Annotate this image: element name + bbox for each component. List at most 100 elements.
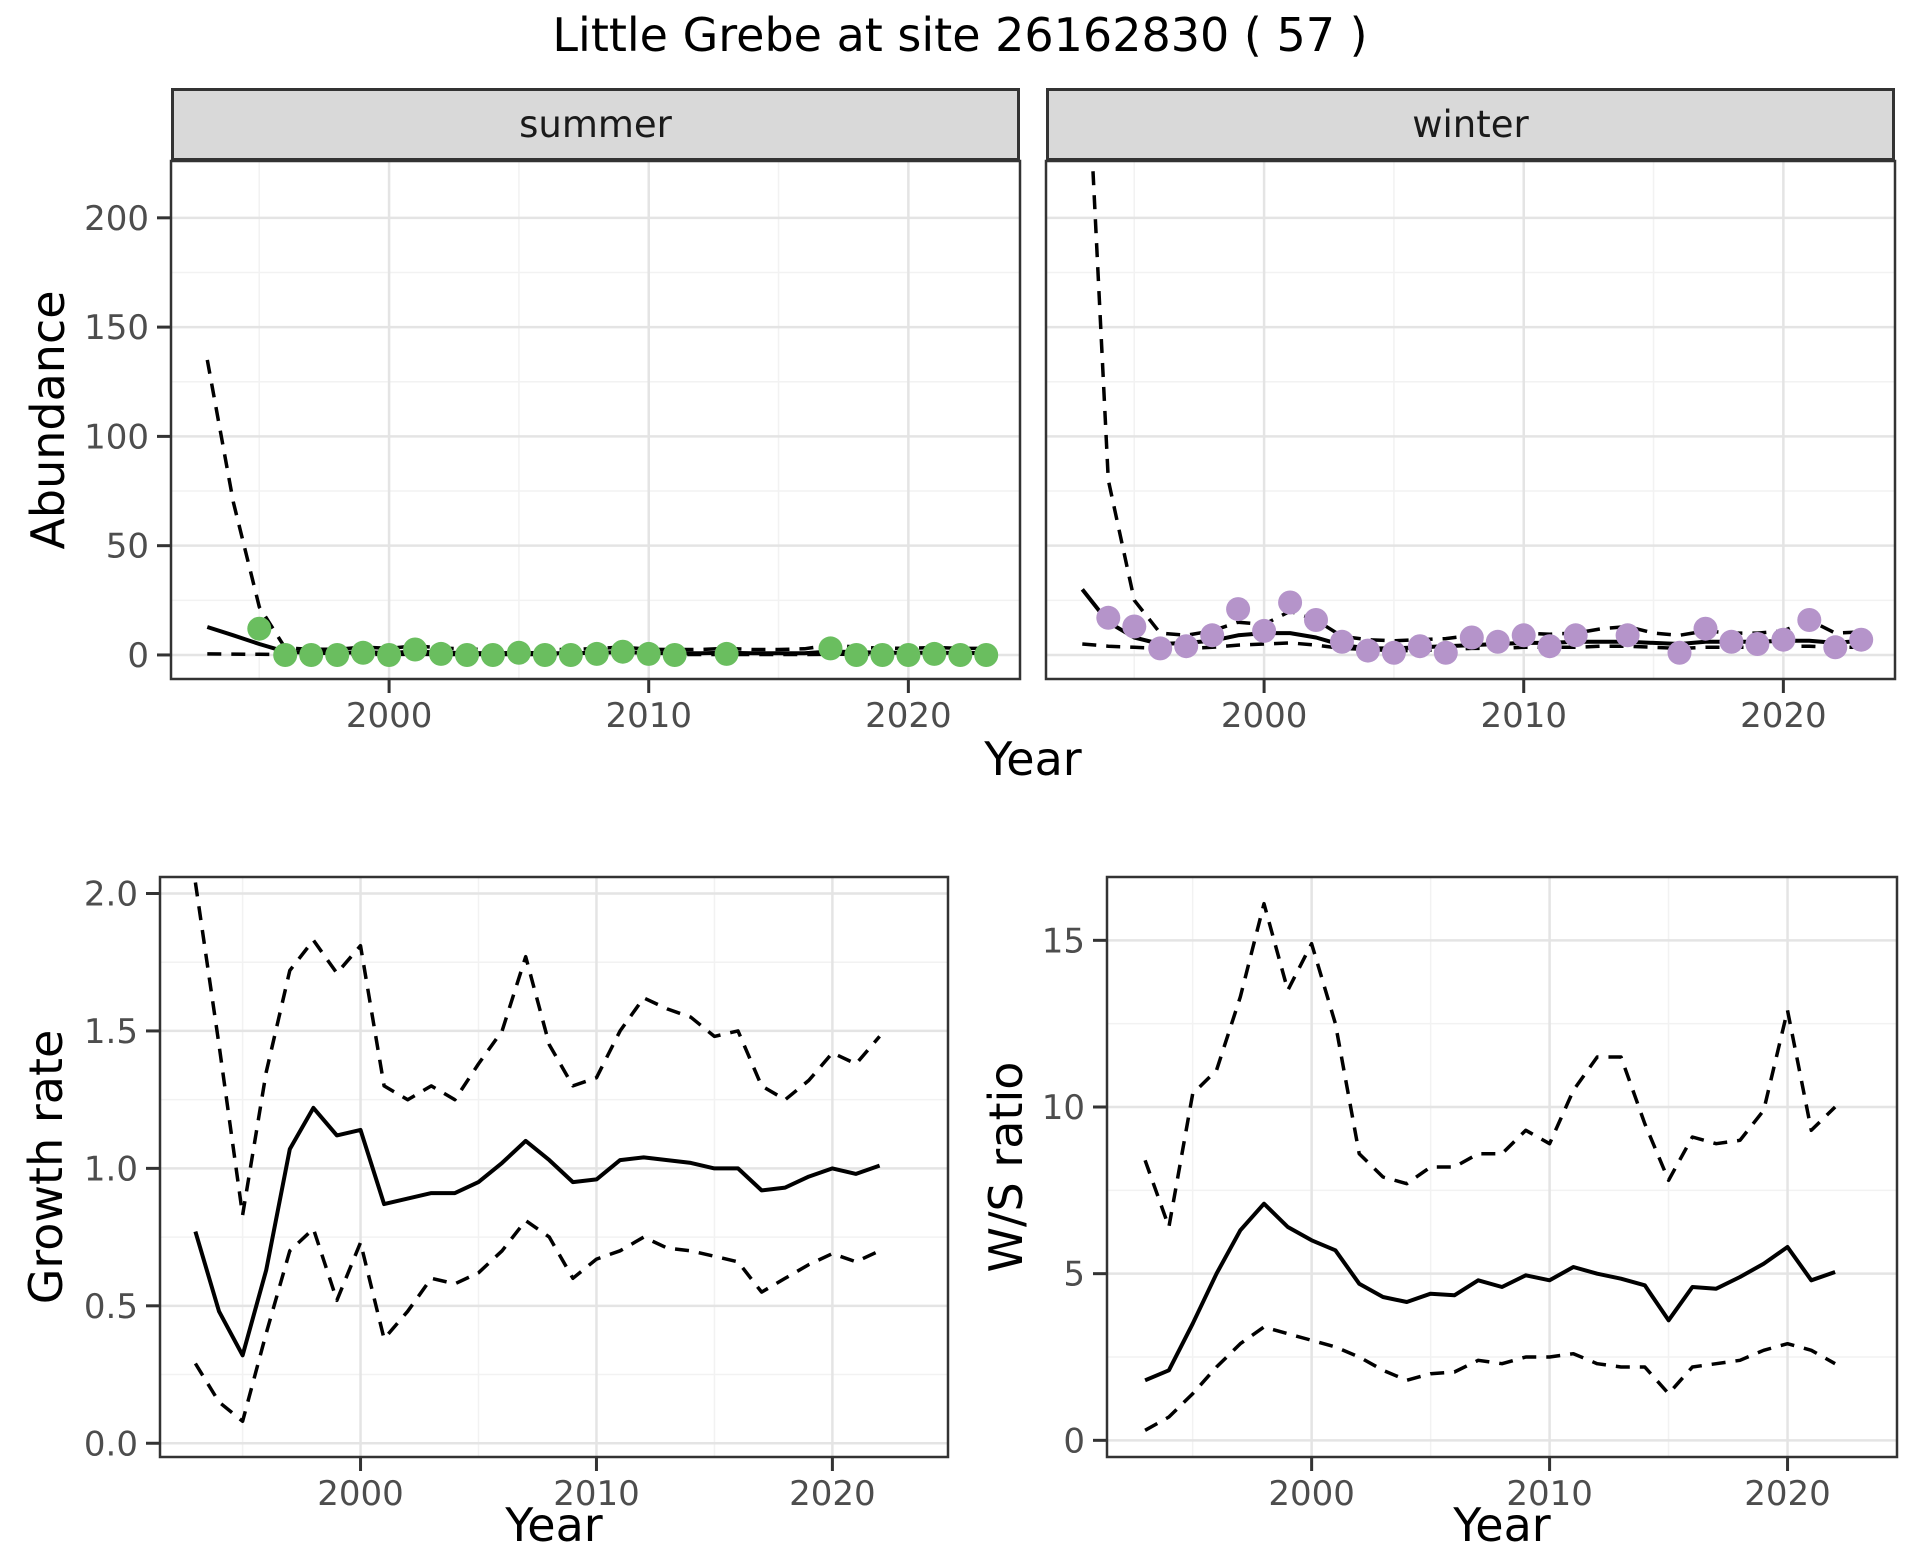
data-point: [1174, 634, 1199, 659]
data-point: [247, 616, 272, 641]
page-title: Little Grebe at site 26162830 ( 57 ): [552, 8, 1368, 62]
series-upper-ci-ws-ratio: [1143, 901, 1837, 1229]
y-tick-label: 1.0: [84, 1149, 138, 1189]
data-point: [429, 641, 453, 666]
x-tick-label: 2020: [789, 1474, 876, 1514]
data-point: [299, 643, 324, 667]
y-tick-label: 200: [84, 199, 149, 239]
y-tick-label: 100: [84, 417, 149, 457]
data-point: [714, 641, 739, 666]
y-tick-label: 1.5: [84, 1012, 138, 1052]
panel-ws-ratio: 2000 2010 2020 0 5 10 15: [1042, 875, 1899, 1514]
x-tick-label: 2020: [1740, 696, 1827, 736]
data-point: [818, 636, 843, 661]
data-point: [1200, 623, 1225, 648]
y-tick-label: 150: [84, 308, 149, 348]
data-point: [636, 641, 661, 666]
data-point: [1304, 608, 1328, 632]
data-layer-abundance-winter: [1080, 161, 1874, 665]
data-point: [558, 643, 583, 667]
y-tick-label: 50: [106, 527, 149, 567]
data-point: [896, 643, 921, 667]
data-point: [1459, 625, 1484, 650]
y-tick-label: 5: [1063, 1255, 1085, 1295]
panel-growth-rate: 2000 2010 2020 0.0 0.5 1.0 1.5 2.0: [84, 874, 950, 1514]
y-tick-label: 2.0: [84, 874, 138, 914]
panel-abundance-winter: 2000 2010 2020: [1044, 159, 1897, 736]
data-point: [922, 641, 947, 666]
data-point: [662, 643, 687, 667]
x-tick-label: 2020: [865, 696, 952, 736]
x-tick-label: 2010: [1480, 696, 1567, 736]
data-layer-abundance-summer: [205, 359, 999, 667]
x-tick-label: 2000: [317, 1474, 404, 1514]
data-point: [455, 643, 479, 667]
data-point: [1719, 629, 1744, 654]
data-point: [532, 643, 557, 667]
series-lower-ci-ws-ratio: [1144, 1325, 1836, 1432]
data-point: [1771, 627, 1796, 652]
y-tick-label: 15: [1042, 921, 1085, 961]
growth-x-axis-title: Year: [505, 1498, 603, 1552]
axis-ws-ratio: 2000 2010 2020 0 5 10 15: [1042, 921, 1831, 1514]
points-abundance-winter: [1096, 590, 1874, 665]
gridlines-abundance-winter: [1046, 161, 1895, 679]
data-point: [1797, 608, 1822, 632]
data-point: [1148, 636, 1173, 661]
data-point: [1381, 640, 1406, 665]
axis-abundance-summer: 2000 2010 2020 0 50 100 150 200: [84, 199, 952, 736]
data-point: [377, 643, 402, 667]
ws-ratio-axis-title: W/S ratio: [979, 1061, 1033, 1273]
gridlines-abundance-summer: [171, 161, 1020, 679]
data-point: [584, 641, 609, 666]
data-point: [1252, 618, 1277, 643]
points-abundance-summer: [247, 616, 999, 667]
facet-strip-summer-label: summer: [519, 103, 672, 146]
y-tick-label: 0.0: [84, 1424, 138, 1464]
data-point: [1563, 623, 1588, 648]
data-point: [844, 643, 869, 667]
abundance-axis-title: Abundance: [21, 290, 75, 550]
data-point: [1537, 634, 1562, 659]
data-point: [1511, 623, 1536, 648]
top-x-axis-title: Year: [984, 732, 1082, 786]
data-point: [1667, 640, 1692, 665]
data-point: [273, 643, 298, 667]
x-tick-label: 2010: [553, 1474, 640, 1514]
panel-abundance-summer: 2000 2010 2020 0 50 100 150 200: [84, 159, 1022, 736]
data-point: [506, 640, 531, 665]
ws-x-axis-title: Year: [1453, 1498, 1551, 1552]
data-point: [1122, 614, 1147, 639]
series-upper-ci-growth-rate: [193, 882, 881, 1217]
data-point: [1433, 640, 1458, 665]
data-point: [1823, 635, 1848, 660]
x-tick-label: 2020: [1744, 1474, 1831, 1514]
y-tick-label: 0: [127, 636, 149, 676]
data-point: [1615, 623, 1640, 648]
data-point: [1693, 616, 1718, 641]
x-tick-label: 2010: [605, 696, 692, 736]
data-point: [1226, 597, 1251, 622]
data-point: [610, 639, 635, 664]
data-point: [351, 640, 376, 665]
gridlines-ws-ratio: [1107, 877, 1897, 1457]
axis-growth-rate: 2000 2010 2020 0.0 0.5 1.0 1.5 2.0: [84, 874, 876, 1514]
x-tick-label: 2010: [1506, 1474, 1593, 1514]
data-point: [1096, 605, 1121, 630]
data-layer-growth-rate: [193, 882, 881, 1424]
data-point: [325, 643, 350, 667]
data-layer-ws-ratio: [1143, 901, 1837, 1432]
data-point: [1485, 629, 1510, 654]
data-point: [1355, 638, 1380, 663]
growth-rate-axis-title: Growth rate: [19, 1029, 73, 1305]
series-estimate-growth-rate: [193, 1105, 881, 1358]
data-point: [1849, 627, 1874, 652]
y-tick-label: 10: [1042, 1088, 1085, 1128]
x-tick-label: 2000: [346, 696, 433, 736]
y-tick-label: 0: [1063, 1421, 1085, 1461]
data-point: [480, 643, 505, 667]
facet-strip-winter-label: winter: [1412, 103, 1529, 146]
y-tick-label: 0.5: [84, 1287, 138, 1327]
